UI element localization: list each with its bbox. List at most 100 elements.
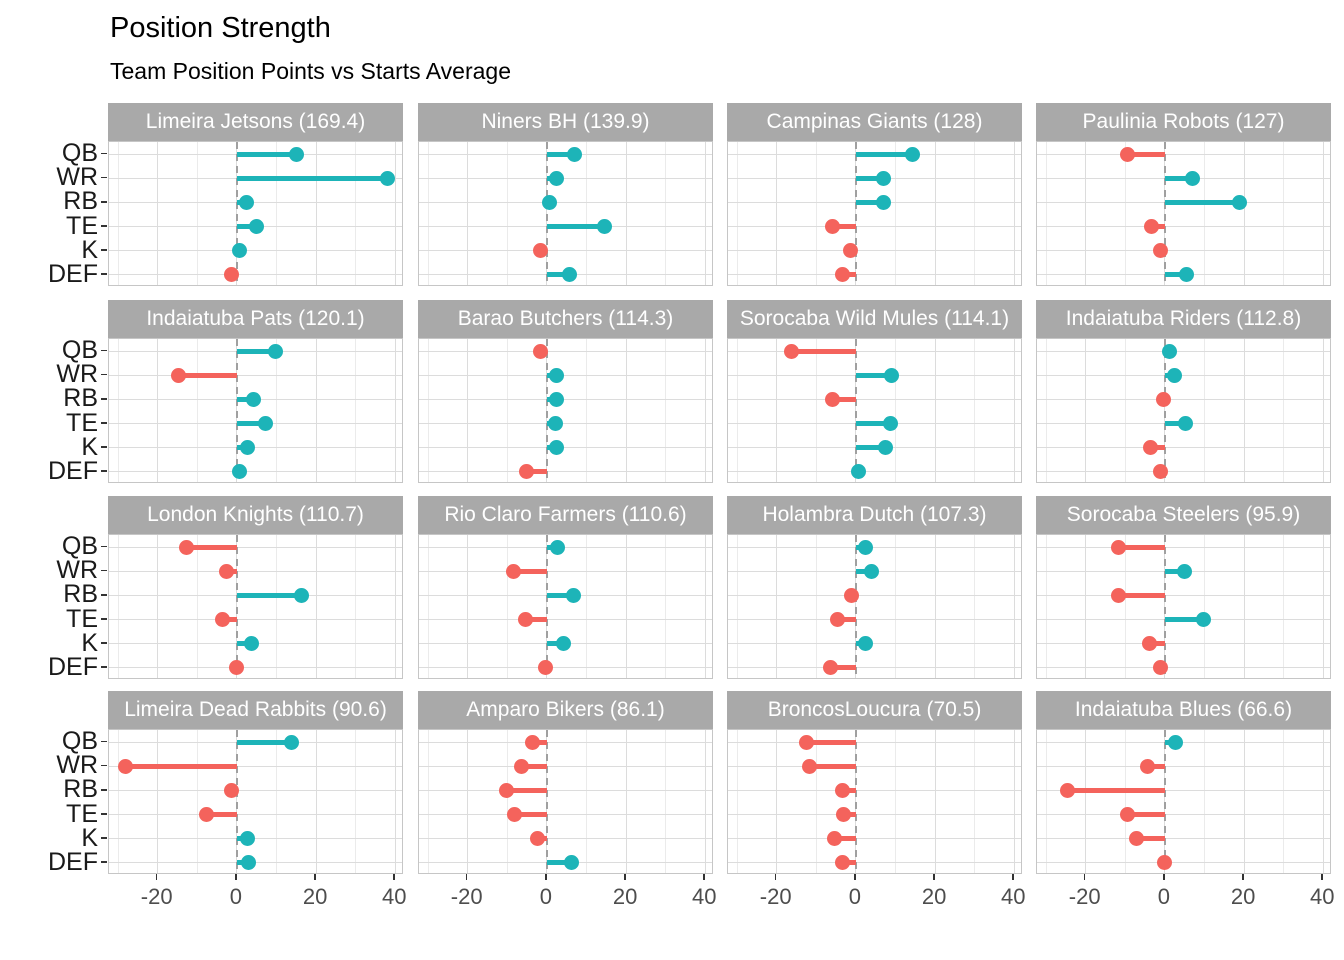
gridline-minor: [275, 535, 277, 678]
gridline-minor: [506, 730, 508, 873]
facet-panel: [108, 338, 403, 483]
gridline-horizontal: [109, 570, 402, 572]
x-tick-mark: [465, 874, 468, 880]
lollipop-dot: [801, 758, 817, 774]
gridline-minor: [1283, 535, 1285, 678]
lollipop-dot: [877, 440, 893, 456]
lollipop-stem: [1164, 568, 1185, 574]
lollipop-stem: [514, 812, 547, 818]
lollipop-dot: [863, 563, 879, 579]
gridline-major: [1013, 339, 1015, 482]
lollipop-dot: [239, 194, 255, 210]
y-axis-label: TE: [66, 799, 98, 828]
lollipop-dot: [1152, 464, 1168, 480]
x-tick-label: -20: [450, 884, 483, 909]
lollipop-dot: [224, 267, 240, 283]
gridline-horizontal: [109, 814, 402, 816]
x-tick-mark: [854, 874, 856, 880]
lollipop-stem: [513, 568, 547, 574]
x-tick-label: -20: [1068, 884, 1101, 909]
lollipop-dot: [542, 194, 558, 210]
y-axis-label: K: [81, 628, 98, 657]
gridline-horizontal: [1037, 226, 1330, 228]
gridline-horizontal: [728, 274, 1021, 276]
lollipop-stem: [1164, 617, 1204, 623]
gridline-horizontal: [1037, 350, 1330, 352]
zero-reference-line: [1163, 730, 1166, 873]
gridline-major: [704, 535, 706, 678]
facet-panel: [418, 141, 713, 286]
lollipop-dot: [596, 219, 612, 235]
facet-strip-label: Amparo Bikers (86.1): [466, 698, 665, 721]
x-tick-mark: [1012, 874, 1015, 880]
gridline-minor: [665, 142, 667, 285]
facet-strip-label: Indaiatuba Blues (66.6): [1074, 698, 1293, 721]
x-tick-label: 40: [1310, 884, 1335, 909]
gridline-horizontal: [419, 667, 712, 669]
lollipop-dot: [1119, 807, 1135, 823]
lollipop-stem: [506, 787, 547, 793]
chart-title: Position Strength: [110, 12, 331, 44]
zero-reference-line: [1163, 535, 1166, 678]
gridline-horizontal: [109, 250, 402, 252]
lollipop-stem: [546, 151, 575, 157]
facet-panel: [418, 729, 713, 874]
lollipop-dot: [1111, 587, 1127, 603]
gridline-minor: [585, 535, 587, 678]
lollipop-stem: [236, 421, 265, 427]
facet: Barao Butchers (114.3): [418, 300, 713, 483]
lollipop-dot: [246, 391, 262, 407]
gridline-major: [1322, 339, 1324, 482]
facet-strip-label: Sorocaba Wild Mules (114.1): [739, 307, 1010, 330]
gridline-horizontal: [728, 546, 1021, 548]
lollipop-stem: [830, 665, 856, 671]
gridline-horizontal: [1037, 250, 1330, 252]
lollipop-dot: [1119, 146, 1135, 162]
gridline-horizontal: [419, 814, 712, 816]
gridline-major: [157, 339, 159, 482]
x-tick-label: 0: [1157, 884, 1171, 909]
y-tick-mark: [101, 618, 107, 620]
lollipop-dot: [1128, 831, 1144, 847]
lollipop-dot: [548, 391, 564, 407]
gridline-major: [1013, 730, 1015, 873]
facet: Amparo Bikers (86.1): [418, 691, 713, 874]
gridline-major: [776, 535, 778, 678]
gridline-major: [1243, 142, 1245, 285]
gridline-horizontal: [1037, 546, 1330, 548]
y-tick-mark: [101, 593, 107, 596]
y-axis-label: TE: [66, 604, 98, 633]
lollipop-dot: [1152, 660, 1168, 676]
facet: Indaiatuba Pats (120.1): [108, 300, 403, 483]
zero-reference-line: [235, 142, 238, 285]
facet-strip: Sorocaba Steelers (95.9): [1036, 496, 1331, 534]
facet: Indaiatuba Riders (112.8): [1036, 300, 1331, 483]
lollipop-dot: [834, 267, 850, 283]
lollipop-dot: [1156, 391, 1172, 407]
lollipop-stem: [178, 372, 237, 378]
lollipop-stem: [1164, 199, 1240, 205]
gridline-horizontal: [728, 765, 1021, 767]
lollipop-stem: [521, 763, 547, 769]
gridline-horizontal: [419, 741, 712, 743]
gridline-minor: [1045, 142, 1047, 285]
facet-panel: [727, 338, 1022, 483]
y-axis-label: WR: [56, 360, 98, 389]
gridline-minor: [894, 730, 896, 873]
lollipop-stem: [834, 836, 856, 842]
gridline-minor: [1124, 339, 1126, 482]
zero-reference-line: [545, 535, 548, 678]
lollipop-dot: [1231, 194, 1247, 210]
lollipop-stem: [186, 544, 237, 550]
facet-strip-label: Niners BH (139.9): [481, 110, 650, 133]
facet: Campinas Giants (128): [727, 103, 1022, 286]
y-axis-label: DEF: [48, 259, 98, 288]
lollipop-dot: [549, 170, 565, 186]
facet-panel: [1036, 729, 1331, 874]
lollipop-stem: [206, 812, 237, 818]
lollipop-stem: [855, 568, 872, 574]
gridline-minor: [1203, 142, 1205, 285]
gridline-minor: [1283, 339, 1285, 482]
gridline-major: [1085, 535, 1087, 678]
gridline-horizontal: [1037, 594, 1330, 596]
